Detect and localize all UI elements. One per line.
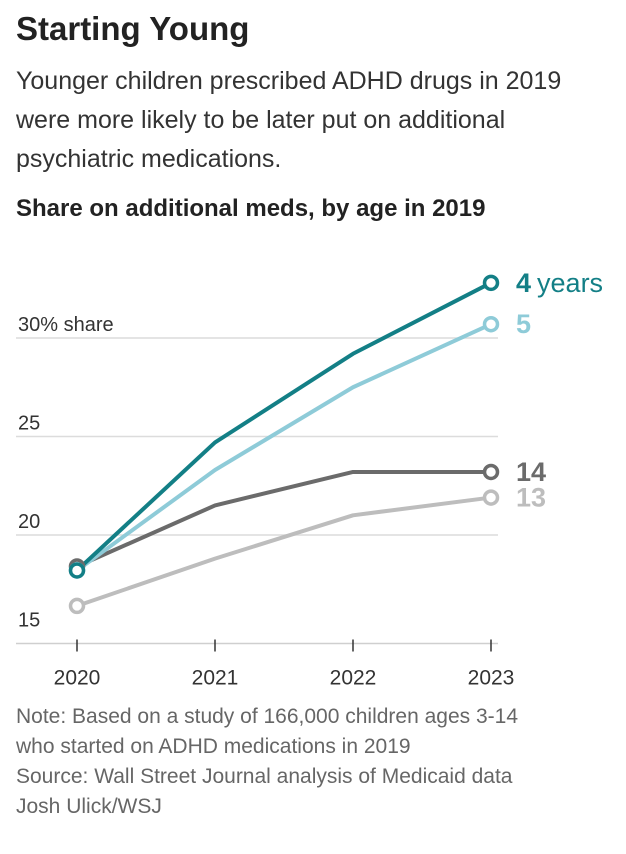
note-text-line1: Note: Based on a study of 166,000 childr… <box>16 705 519 728</box>
chart-title: Share on additional meds, by age in 2019 <box>16 195 486 222</box>
series-line-13 <box>75 495 493 608</box>
end-label-13: 13 <box>516 483 546 513</box>
point-5-2023 <box>482 315 500 333</box>
marker-layer <box>68 274 500 615</box>
end-label-4: 4 years <box>516 268 603 298</box>
series-line-4 <box>75 280 493 573</box>
note-text-line2: who started on ADHD medications in 2019 <box>16 735 411 758</box>
point-13-2020 <box>68 597 86 615</box>
y-tick-label-15: 15 <box>18 610 40 632</box>
grid-layer: 30% share 25 20 15 2020 2021 2022 2023 <box>16 314 514 690</box>
chart-notes: Note: Based on a study of 166,000 childr… <box>16 702 622 822</box>
end-label-5: 5 <box>516 309 531 339</box>
y-tick-label-20: 20 <box>18 511 40 533</box>
point-4-2020 <box>68 562 86 579</box>
end-label-number-13: 13 <box>516 483 546 513</box>
point-4-2023 <box>482 274 500 292</box>
end-label-number-14: 14 <box>516 457 546 487</box>
point-14-2023 <box>482 463 500 481</box>
x-tick-label-2020: 2020 <box>54 667 101 690</box>
page-subtitle: Younger children prescribed ADHD drugs i… <box>16 67 562 173</box>
credit-text: Josh Ulick/WSJ <box>16 795 162 818</box>
y-tick-label-30: 30% share <box>18 314 114 336</box>
end-label-14: 14 <box>516 457 546 487</box>
source-text: Source: Wall Street Journal analysis of … <box>16 765 513 788</box>
page-title: Starting Young <box>16 10 250 47</box>
series-layer <box>75 280 493 608</box>
end-label-number-5: 5 <box>516 309 531 339</box>
series-line-5 <box>75 322 493 573</box>
x-tick-label-2022: 2022 <box>330 667 377 690</box>
end-label-number-4: 4 <box>516 268 531 298</box>
y-tick-label-25: 25 <box>18 413 40 435</box>
end-label-unit-4: years <box>537 268 603 298</box>
x-tick-label-2023: 2023 <box>468 667 515 690</box>
point-13-2023 <box>482 489 500 506</box>
series-line-14 <box>75 469 493 569</box>
x-tick-label-2021: 2021 <box>192 667 239 690</box>
